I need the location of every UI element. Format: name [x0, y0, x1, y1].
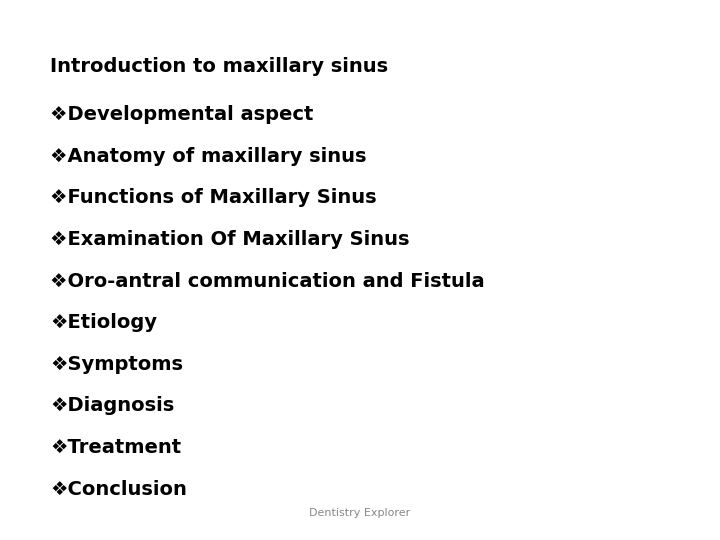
Text: ❖Symptoms: ❖Symptoms: [50, 355, 184, 374]
Text: ❖Oro-antral communication and Fistula: ❖Oro-antral communication and Fistula: [50, 272, 485, 291]
Text: ❖Etiology: ❖Etiology: [50, 313, 158, 332]
Text: Dentistry Explorer: Dentistry Explorer: [310, 508, 410, 518]
Text: ❖Diagnosis: ❖Diagnosis: [50, 396, 175, 415]
Text: ❖Examination Of Maxillary Sinus: ❖Examination Of Maxillary Sinus: [50, 230, 410, 249]
Text: ❖Anatomy of maxillary sinus: ❖Anatomy of maxillary sinus: [50, 147, 367, 166]
Text: ❖Treatment: ❖Treatment: [50, 438, 181, 457]
Text: ❖Conclusion: ❖Conclusion: [50, 480, 187, 498]
Text: ❖Developmental aspect: ❖Developmental aspect: [50, 105, 314, 124]
Text: Introduction to maxillary sinus: Introduction to maxillary sinus: [50, 57, 389, 76]
Text: ❖Functions of Maxillary Sinus: ❖Functions of Maxillary Sinus: [50, 188, 377, 207]
